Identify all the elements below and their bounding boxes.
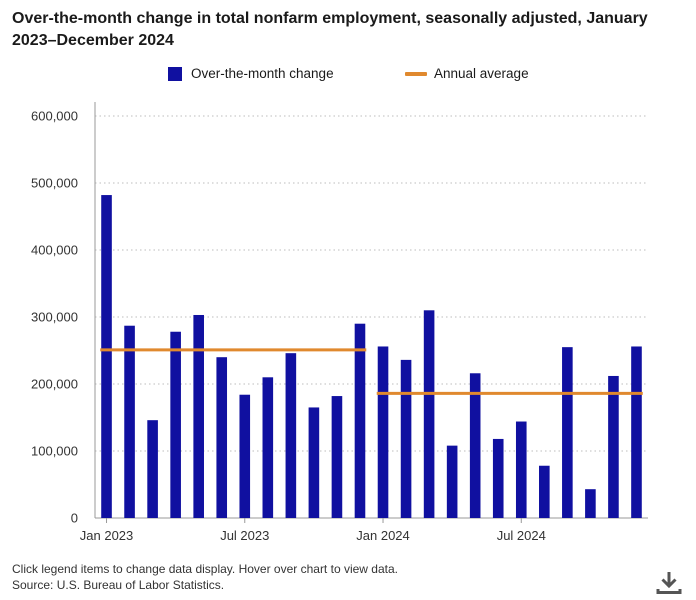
bar[interactable] <box>101 195 112 518</box>
bar[interactable] <box>377 346 389 518</box>
bar[interactable] <box>562 347 573 518</box>
bar[interactable] <box>539 465 550 518</box>
bar[interactable] <box>170 331 181 518</box>
legend-swatch-bar <box>168 66 182 81</box>
y-tick-label: 300,000 <box>31 310 78 325</box>
bar[interactable] <box>608 375 619 518</box>
chart-title: Over-the-month change in total nonfarm e… <box>12 10 648 49</box>
legend: Over-the-month change Annual average <box>0 66 696 86</box>
download-glyph <box>656 572 682 594</box>
x-tick-label: Jul 2023 <box>220 528 269 543</box>
x-tick-label: Jan 2024 <box>356 528 410 543</box>
y-tick-label: 100,000 <box>31 444 78 459</box>
bar[interactable] <box>331 396 343 518</box>
chart-plot[interactable]: 0 100,000 200,000 300,000 400,000 500,000 600,… <box>0 100 696 550</box>
legend-item-monthly-change[interactable]: Over-the-month change <box>168 66 334 81</box>
bar[interactable] <box>193 314 204 518</box>
legend-item-annual-average[interactable]: Annual average <box>405 66 529 81</box>
y-tick-label: 200,000 <box>31 377 78 392</box>
bar[interactable] <box>515 421 527 518</box>
bar[interactable] <box>631 346 642 518</box>
bar[interactable] <box>308 407 320 518</box>
footnote: Click legend items to change data displa… <box>12 561 398 593</box>
download-icon[interactable] <box>656 570 682 594</box>
bar[interactable] <box>492 438 504 518</box>
footnote-instructions: Click legend items to change data displa… <box>12 562 398 576</box>
footnote-source: Source: U.S. Bureau of Labor Statistics. <box>12 578 225 592</box>
y-tick-label: 400,000 <box>31 243 78 258</box>
bar[interactable] <box>262 377 274 518</box>
y-tick-label: 0 <box>71 511 78 526</box>
bar[interactable] <box>216 357 228 518</box>
x-tick-label: Jan 2023 <box>80 528 134 543</box>
bar[interactable] <box>285 353 297 518</box>
bar[interactable] <box>124 325 135 518</box>
y-tick-label: 500,000 <box>31 176 78 191</box>
bar[interactable] <box>585 489 596 518</box>
legend-swatch-line <box>405 71 427 76</box>
bar[interactable] <box>354 323 366 518</box>
y-tick-label: 600,000 <box>31 109 78 124</box>
legend-label-annual-average: Annual average <box>434 66 529 81</box>
bar[interactable] <box>446 445 458 518</box>
bar[interactable] <box>400 359 412 518</box>
legend-label-monthly-change: Over-the-month change <box>191 66 334 81</box>
x-tick-label: Jul 2024 <box>497 528 546 543</box>
bar[interactable] <box>469 373 481 518</box>
bar[interactable] <box>423 310 435 518</box>
bar[interactable] <box>239 394 251 518</box>
bar[interactable] <box>147 420 158 518</box>
